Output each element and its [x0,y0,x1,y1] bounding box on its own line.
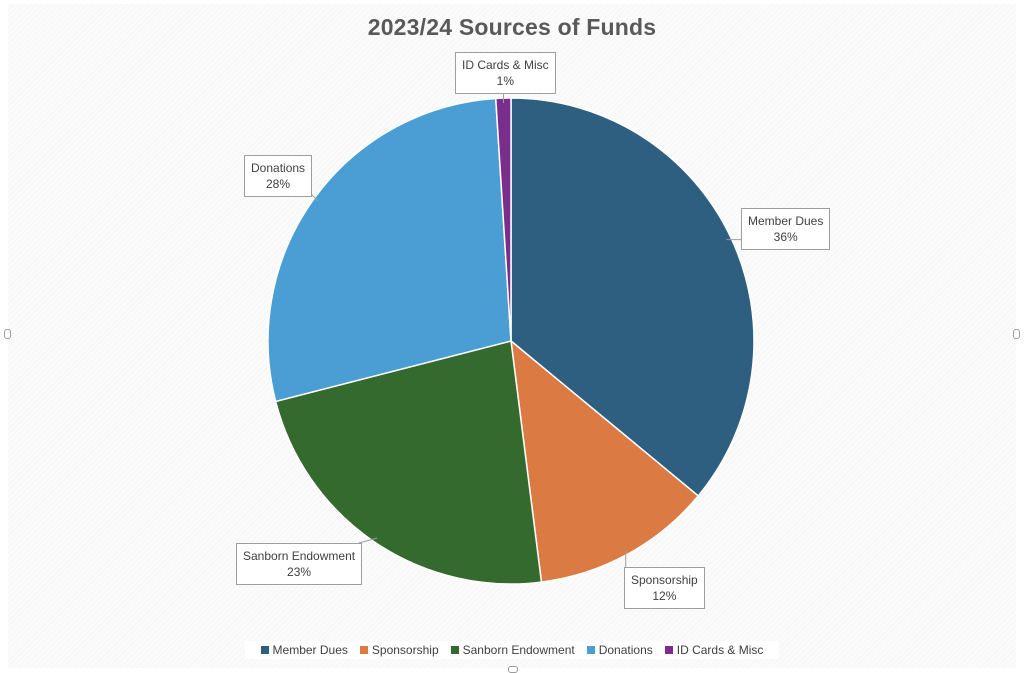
pie-slice-sponsorship[interactable] [510,339,700,583]
data-label[interactable]: Sanborn Endowment 23% [236,543,363,585]
pie-slices [267,97,755,585]
legend-label: ID Cards & Misc [676,643,764,657]
legend-label: Member Dues [272,643,348,657]
leader-line [358,537,378,544]
legend-item[interactable]: Sponsorship [359,643,439,657]
data-label[interactable]: Donations 28% [244,155,313,197]
legend-swatch [260,646,269,654]
data-label-value: 36% [773,230,798,244]
legend-label: Sponsorship [371,643,439,657]
pie-slice-sanborn-endowment[interactable] [274,340,543,585]
legend-label: Sanborn Endowment [462,643,575,657]
legend-swatch [586,646,595,654]
data-label-category: Member Dues [748,214,824,228]
data-label[interactable]: Member Dues 36% [741,208,831,250]
legend-item[interactable]: ID Cards & Misc [664,643,764,657]
legend-label: Donations [598,643,653,657]
legend-swatch [450,646,459,654]
legend-item[interactable]: Member Dues [260,643,348,657]
data-label-value: 23% [287,565,312,579]
legend-item[interactable]: Sanborn Endowment [450,643,575,657]
resize-handle-left[interactable] [4,329,11,339]
data-label-category: Donations [251,161,306,175]
legend-item[interactable]: Donations [586,643,653,657]
legend: Member Dues Sponsorship Sanborn Endowment D… [0,641,1024,659]
data-label-category: ID Cards & Misc [462,58,549,72]
data-label-category: Sanborn Endowment [243,549,356,563]
data-label-value: 1% [496,74,515,88]
data-label-category: Sponsorship [631,573,698,587]
legend-swatch [664,646,673,654]
data-label[interactable]: ID Cards & Misc 1% [455,52,556,94]
data-label-value: 28% [266,177,291,191]
legend-swatch [359,646,368,654]
legend-items: Member Dues Sponsorship Sanborn Endowment D… [244,641,780,659]
pie-slice-donations[interactable] [267,97,512,403]
data-label-value: 12% [652,589,677,603]
chart-title: 2023/24 Sources of Funds [367,14,657,40]
pie-slice-member-dues[interactable] [510,97,755,497]
data-label[interactable]: Sponsorship 12% [624,567,705,609]
resize-handle-right[interactable] [1013,329,1020,339]
